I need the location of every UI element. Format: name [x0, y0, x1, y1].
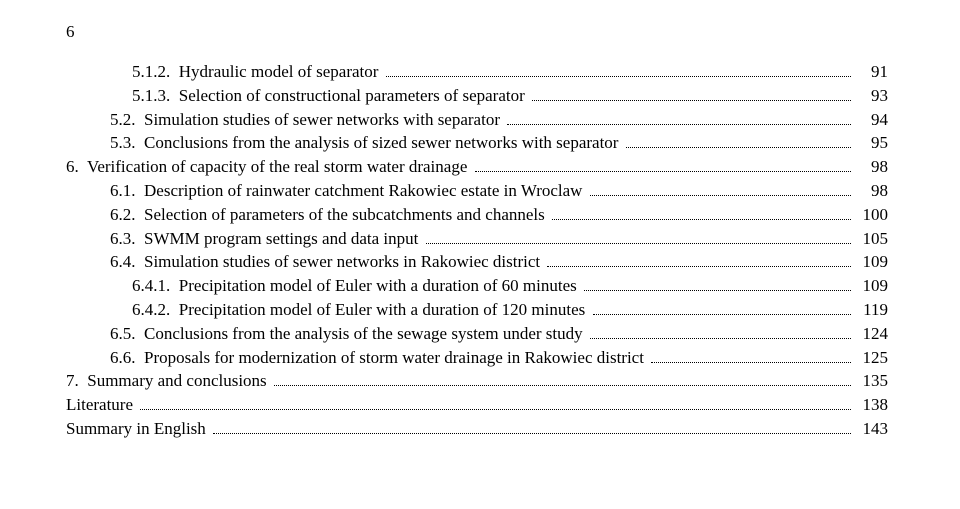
toc-entry-label: 6.2. Selection of parameters of the subc…	[110, 203, 549, 227]
toc-dot-leader	[590, 338, 851, 339]
toc-entry-label: 5.3. Conclusions from the analysis of si…	[110, 131, 623, 155]
table-of-contents: 5.1.2. Hydraulic model of separator 915.…	[66, 60, 888, 441]
toc-entry-label: 6.1. Description of rainwater catchment …	[110, 179, 587, 203]
toc-entry-page: 98	[856, 179, 888, 203]
toc-entry: 5.3. Conclusions from the analysis of si…	[66, 131, 888, 155]
toc-entry-label: 6.4.2. Precipitation model of Euler with…	[132, 298, 590, 322]
toc-entry-label: 6.3. SWMM program settings and data inpu…	[110, 227, 423, 251]
toc-entry-page: 98	[856, 155, 888, 179]
toc-entry: 5.1.2. Hydraulic model of separator 91	[66, 60, 888, 84]
toc-dot-leader	[547, 266, 851, 267]
document-page: 6 5.1.2. Hydraulic model of separator 91…	[0, 0, 960, 441]
toc-dot-leader	[532, 100, 851, 101]
toc-entry: 6.6. Proposals for modernization of stor…	[66, 346, 888, 370]
toc-entry-label: 6. Verification of capacity of the real …	[66, 155, 472, 179]
toc-entry-page: 93	[856, 84, 888, 108]
toc-entry-page: 105	[856, 227, 888, 251]
toc-entry-page: 109	[856, 250, 888, 274]
toc-dot-leader	[552, 219, 851, 220]
page-number: 6	[66, 22, 888, 42]
toc-entry: 6.3. SWMM program settings and data inpu…	[66, 227, 888, 251]
toc-dot-leader	[475, 171, 851, 172]
toc-entry: 5.1.3. Selection of constructional param…	[66, 84, 888, 108]
toc-dot-leader	[651, 362, 851, 363]
toc-dot-leader	[584, 290, 851, 291]
toc-entry-page: 135	[856, 369, 888, 393]
toc-dot-leader	[626, 147, 851, 148]
toc-dot-leader	[274, 385, 851, 386]
toc-entry-page: 124	[856, 322, 888, 346]
toc-entry-page: 109	[856, 274, 888, 298]
toc-entry: 7. Summary and conclusions 135	[66, 369, 888, 393]
toc-entry: Literature 138	[66, 393, 888, 417]
toc-dot-leader	[590, 195, 851, 196]
toc-entry-page: 91	[856, 60, 888, 84]
toc-dot-leader	[426, 243, 851, 244]
toc-entry-page: 125	[856, 346, 888, 370]
toc-entry-page: 100	[856, 203, 888, 227]
toc-entry-label: Summary in English	[66, 417, 210, 441]
toc-entry: 6.4.1. Precipitation model of Euler with…	[66, 274, 888, 298]
toc-dot-leader	[140, 409, 851, 410]
toc-entry: 6. Verification of capacity of the real …	[66, 155, 888, 179]
toc-entry-label: 7. Summary and conclusions	[66, 369, 271, 393]
toc-entry: 6.4.2. Precipitation model of Euler with…	[66, 298, 888, 322]
toc-entry-label: 5.1.3. Selection of constructional param…	[132, 84, 529, 108]
toc-entry-page: 143	[856, 417, 888, 441]
toc-entry-page: 95	[856, 131, 888, 155]
toc-entry-label: 6.6. Proposals for modernization of stor…	[110, 346, 648, 370]
toc-entry: 6.4. Simulation studies of sewer network…	[66, 250, 888, 274]
toc-entry: 6.1. Description of rainwater catchment …	[66, 179, 888, 203]
toc-dot-leader	[507, 124, 851, 125]
toc-entry-label: 6.5. Conclusions from the analysis of th…	[110, 322, 587, 346]
toc-entry-label: 6.4.1. Precipitation model of Euler with…	[132, 274, 581, 298]
toc-dot-leader	[386, 76, 851, 77]
toc-entry-label: 5.1.2. Hydraulic model of separator	[132, 60, 383, 84]
toc-entry-label: 6.4. Simulation studies of sewer network…	[110, 250, 544, 274]
toc-entry-page: 94	[856, 108, 888, 132]
toc-entry: 6.5. Conclusions from the analysis of th…	[66, 322, 888, 346]
toc-entry-page: 119	[856, 298, 888, 322]
toc-dot-leader	[593, 314, 852, 315]
toc-entry-page: 138	[856, 393, 888, 417]
toc-entry-label: 5.2. Simulation studies of sewer network…	[110, 108, 504, 132]
toc-dot-leader	[213, 433, 851, 434]
toc-entry: 5.2. Simulation studies of sewer network…	[66, 108, 888, 132]
toc-entry-label: Literature	[66, 393, 137, 417]
toc-entry: Summary in English 143	[66, 417, 888, 441]
toc-entry: 6.2. Selection of parameters of the subc…	[66, 203, 888, 227]
